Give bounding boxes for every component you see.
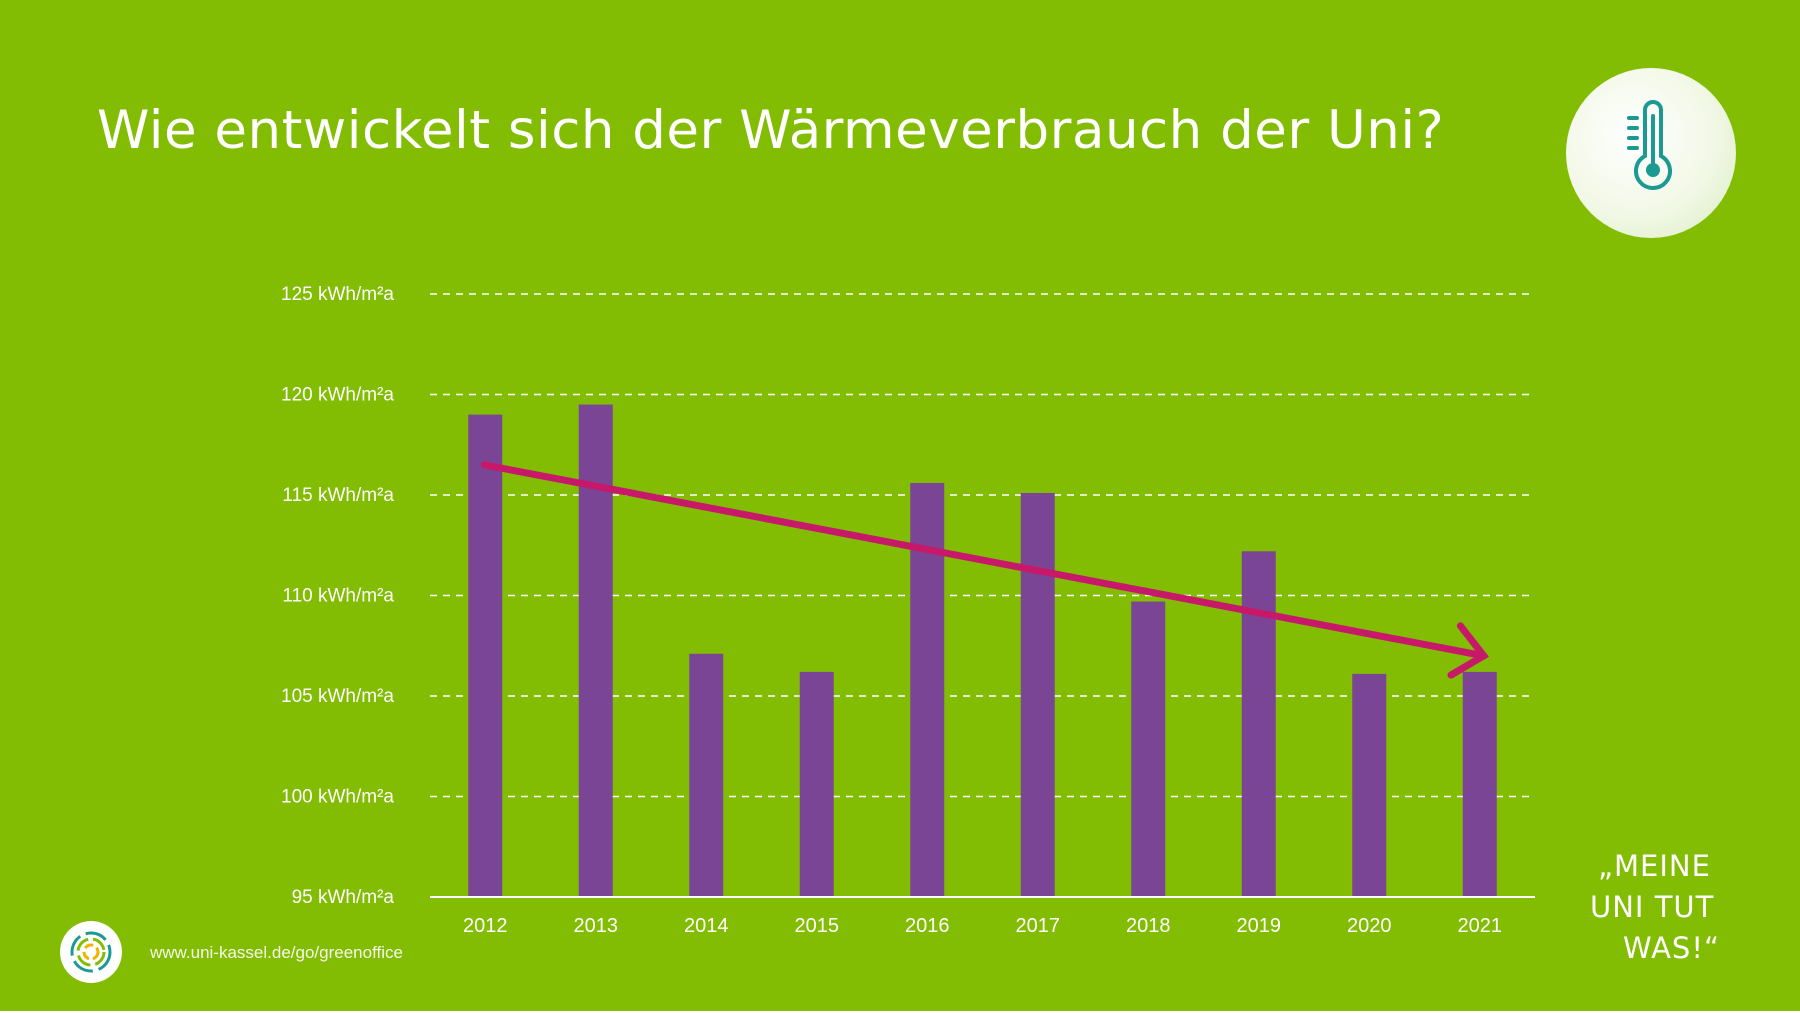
x-tick-label: 2019 <box>1237 915 1282 937</box>
bar-2020 <box>1352 673 1387 897</box>
y-tick-label: 95 kWh/m²a <box>292 887 395 908</box>
x-tick-label: 2018 <box>1126 915 1171 937</box>
gridlines <box>430 293 1535 798</box>
x-tick-label: 2021 <box>1458 915 1503 937</box>
bar-2021 <box>1462 671 1497 897</box>
footer-url-link[interactable]: www.uni-kassel.de/go/greenoffice <box>150 943 403 962</box>
annotations <box>480 461 1489 679</box>
bar-2013 <box>578 404 613 897</box>
y-tick-label: 105 kWh/m²a <box>281 686 394 707</box>
y-tick-label: 110 kWh/m²a <box>282 586 394 607</box>
thermometer-badge <box>1566 68 1736 238</box>
x-tick-label: 2016 <box>905 915 950 937</box>
page-title: Wie entwickelt sich der Wärmeverbrauch d… <box>97 100 1445 161</box>
tick-labels: 95 kWh/m²a 100 kWh/m²a 105 kWh/m²a 110 kWh/… <box>281 284 1502 937</box>
bar-2017 <box>1020 492 1055 897</box>
uni-kassel-logo[interactable] <box>60 921 122 983</box>
y-tick-label: 125 kWh/m²a <box>281 284 394 305</box>
x-tick-label: 2014 <box>684 915 729 937</box>
bar-2012 <box>468 414 503 897</box>
y-tick-label: 120 kWh/m²a <box>281 385 394 406</box>
bar-2018 <box>1131 601 1166 897</box>
x-tick-label: 2013 <box>574 915 619 937</box>
bar-2015 <box>799 671 834 897</box>
bar-2014 <box>689 653 724 897</box>
trend-arrow-head <box>1447 622 1489 679</box>
trend-arrow-line <box>480 461 1488 660</box>
bar-2019 <box>1241 551 1276 897</box>
y-tick-label: 100 kWh/m²a <box>281 787 394 808</box>
x-tick-label: 2012 <box>463 915 508 937</box>
slogan-line-1: „MEINE <box>1598 849 1711 883</box>
thermometer-icon <box>1627 100 1672 190</box>
slogan: „MEINE UNI TUT WAS!“ <box>1590 846 1720 969</box>
bars <box>468 404 1497 897</box>
x-tick-label: 2017 <box>1016 915 1061 937</box>
slogan-line-2: UNI TUT <box>1590 890 1715 924</box>
y-tick-label: 115 kWh/m²a <box>282 485 394 506</box>
x-tick-label: 2015 <box>795 915 840 937</box>
uni-kassel-logo-icon <box>70 931 112 973</box>
x-tick-label: 2020 <box>1347 915 1392 937</box>
slogan-line-3: WAS!“ <box>1623 931 1720 965</box>
